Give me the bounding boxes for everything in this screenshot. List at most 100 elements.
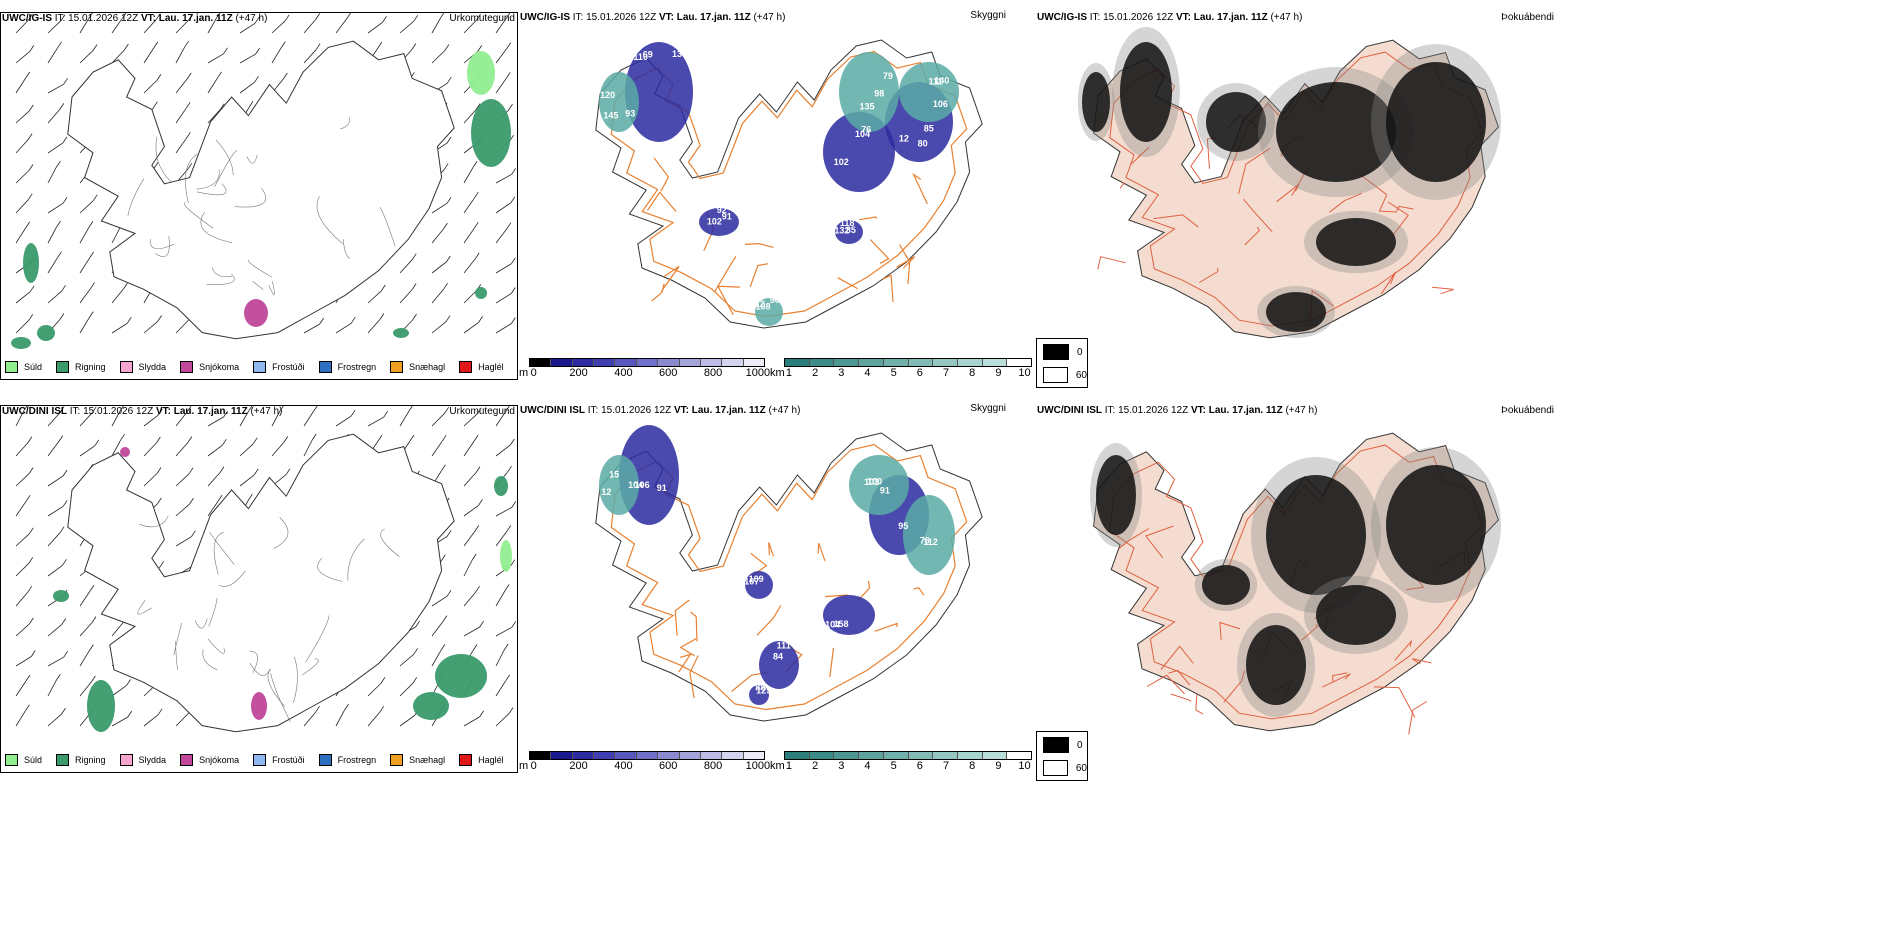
legend-label: Súld <box>24 362 43 372</box>
colorbar-step <box>594 359 616 366</box>
colorbar-tick-label: 3 <box>838 367 845 379</box>
visibility-value-label: 135 <box>859 102 874 112</box>
colorbar-step <box>809 359 835 366</box>
precip-legend-item: Súld <box>5 361 42 373</box>
colorbar-tick-label: 800 <box>703 760 723 772</box>
legend-swatch <box>56 754 70 766</box>
visibility-panel-bottom: 106 95 109 158 84 125 103 112 15 91 91 107 104 111 88 1… <box>519 403 1036 773</box>
visibility-value-label: 112 <box>923 537 938 547</box>
visibility-value-label: 15 <box>609 470 619 480</box>
colorbar-tick-label: 1 <box>785 760 793 772</box>
visibility-value-label: 107 <box>744 577 759 587</box>
visibility-value-label: 76 <box>861 124 871 134</box>
colorbar-step <box>722 359 744 366</box>
visibility-value-label: 104 <box>855 129 870 139</box>
colorbar-step <box>883 752 909 759</box>
legend-swatch <box>5 754 18 766</box>
visibility-value-label: 118 <box>840 218 855 228</box>
legend-swatch <box>119 361 133 373</box>
colorbar-step <box>572 752 595 759</box>
fog-legend-bottom: 0 60 <box>1036 731 1088 781</box>
visibility-value-label: 100 <box>867 477 882 487</box>
colorbar-step <box>933 359 958 366</box>
cloudbase-colorbar-top: 0 200 400 600 800 1000 m <box>519 358 770 379</box>
legend-label: Snjókoma <box>199 755 240 765</box>
colorbar-step <box>785 359 810 366</box>
legend-label: Frostregn <box>337 755 377 765</box>
legend-swatch <box>318 361 332 373</box>
visibility-value-label: 85 <box>846 225 856 235</box>
visibility-colorbar-bottom: 1 2 3 4 5 6 7 8 9 10 km <box>770 751 1032 772</box>
legend-swatch <box>459 754 473 766</box>
colorbar-step <box>957 752 983 759</box>
colorbar-tick-label: 200 <box>569 760 588 772</box>
visibility-value-label: 76 <box>920 536 930 546</box>
visibility-value-label: 120 <box>600 90 615 100</box>
colorbar-step <box>743 359 764 366</box>
colorbar-tick-label: 10 <box>1018 760 1031 772</box>
visibility-value-label: 132 <box>834 226 849 236</box>
colorbar-step <box>636 359 659 366</box>
colorbar-tick-label: 1000 <box>745 367 771 379</box>
visibility-value-label: 12 <box>899 134 909 144</box>
legend-label: Frostúði <box>272 755 305 765</box>
visibility-value-label: 13 <box>672 49 682 59</box>
fog-label-bottom: Þokuábendi <box>1501 405 1554 416</box>
precip-legend-item: Súld <box>5 754 42 766</box>
fog-legend-swatch <box>1043 367 1068 383</box>
legend-swatch <box>253 361 267 373</box>
visibility-panel-top: 69 76 80 91 85 90 79 111 145 110 102 12 92 118 12 98 106… <box>519 10 1036 380</box>
colorbar-step <box>908 359 934 366</box>
fog-legend-label: 60 <box>1075 369 1087 381</box>
legend-label: Slydda <box>138 362 167 372</box>
colorbar-tick-label: 400 <box>614 760 633 772</box>
visibility-value-label: 93 <box>625 109 635 119</box>
legend-swatch <box>119 754 133 766</box>
precip-legend-item: Frostúði <box>253 754 305 766</box>
visibility-value-label: 88 <box>755 682 765 692</box>
visibility-value-label: 145 <box>603 110 618 120</box>
colorbar-tick-label: 200 <box>569 367 588 379</box>
visibility-value-label: 108 <box>755 302 770 312</box>
precip-legend-item: Slydda <box>119 361 167 373</box>
fog-label-top: Þokuábendi <box>1501 12 1554 23</box>
colorbar-step <box>1007 359 1032 366</box>
legend-swatch <box>56 361 70 373</box>
legend-swatch <box>318 754 332 766</box>
visibility-value-label: 103 <box>864 477 879 487</box>
visibility-value-label: 91 <box>722 211 732 221</box>
fog-title-top: UWC/IG-IS IT: 15.01.2026 12Z VT: Lau. 17… <box>1037 12 1303 23</box>
precip-legend-item: Frostúði <box>253 361 305 373</box>
precip-type-label-bottom: Úrkomutegund <box>449 406 515 417</box>
visibility-value-label: 90 <box>770 295 780 305</box>
colorbar-tick-label: 9 <box>995 760 1002 772</box>
fog-legend-label: 0 <box>1077 346 1083 358</box>
precip-map-top <box>11 13 517 349</box>
colorbar-step <box>957 359 983 366</box>
colorbar-step <box>530 752 552 759</box>
fog-legend-top: 0 60 <box>1036 338 1088 388</box>
visibility-map-bottom: 106 95 109 158 84 125 103 112 15 91 91 107 104 111 88 1… <box>595 425 983 722</box>
precip-legend-item: Rigning <box>56 361 106 373</box>
fog-map-bottom <box>1090 432 1501 735</box>
fog-legend-item: 0 <box>1037 735 1087 755</box>
colorbar-step <box>809 752 835 759</box>
colorbar-tick-label: 7 <box>942 760 950 772</box>
visibility-colorbar-top: 1 2 3 4 5 6 7 8 9 10 km <box>770 358 1032 379</box>
legend-swatch <box>253 754 267 766</box>
colorbar-tick-label: 0 <box>530 367 537 379</box>
visibility-value-label: 80 <box>918 139 928 149</box>
colorbar-tick-label: 8 <box>969 367 976 379</box>
colorbar-tick-label: 9 <box>995 367 1002 379</box>
colorbar-tick-label: 6 <box>916 367 923 379</box>
visibility-title-bottom: UWC/DINI ISL IT: 15.01.2026 12Z VT: Lau.… <box>520 405 801 416</box>
colorbar-tick-label: 5 <box>890 367 897 379</box>
legend-label: Súld <box>24 755 43 765</box>
colorbar-step <box>679 359 701 366</box>
visibility-title-top: UWC/IG-IS IT: 15.01.2026 12Z VT: Lau. 17… <box>520 12 786 23</box>
colorbar-step <box>700 752 723 759</box>
colorbar-tick-label: 2 <box>812 367 819 379</box>
visibility-value-label: 102 <box>707 217 722 227</box>
colorbar-step <box>551 752 573 759</box>
colorbar-step <box>933 752 958 759</box>
